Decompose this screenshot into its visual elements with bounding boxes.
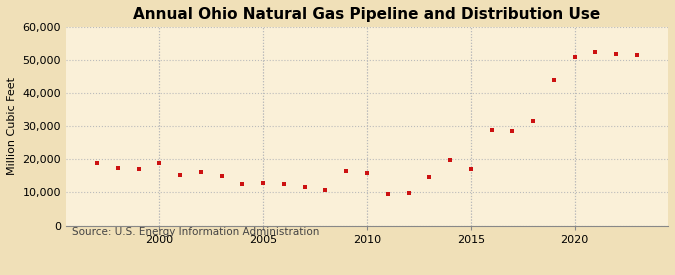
Point (382, 192, 393, 196)
Y-axis label: Million Cubic Feet: Million Cubic Feet (7, 77, 17, 175)
Point (528, 119, 539, 124)
Point (611, 52, 622, 57)
Point (196, 170, 207, 175)
Point (362, 171, 373, 175)
Point (403, 191, 414, 195)
Point (424, 175, 435, 180)
Point (154, 161, 165, 166)
Point (507, 128, 518, 133)
Point (113, 166, 124, 170)
Text: Source: U.S. Energy Information Administration: Source: U.S. Energy Information Administ… (72, 227, 319, 237)
Point (486, 128, 497, 132)
Point (258, 181, 269, 185)
Point (466, 166, 477, 171)
Point (549, 78, 560, 82)
Point (320, 188, 331, 192)
Point (216, 174, 227, 178)
Point (590, 50, 601, 54)
Point (237, 182, 248, 186)
Point (299, 184, 310, 189)
Point (445, 158, 456, 163)
Point (341, 169, 352, 173)
Title: Annual Ohio Natural Gas Pipeline and Distribution Use: Annual Ohio Natural Gas Pipeline and Dis… (134, 7, 601, 22)
Point (279, 181, 290, 186)
Point (133, 166, 144, 171)
Point (569, 55, 580, 59)
Point (175, 172, 186, 177)
Point (632, 53, 643, 57)
Point (92, 161, 103, 165)
